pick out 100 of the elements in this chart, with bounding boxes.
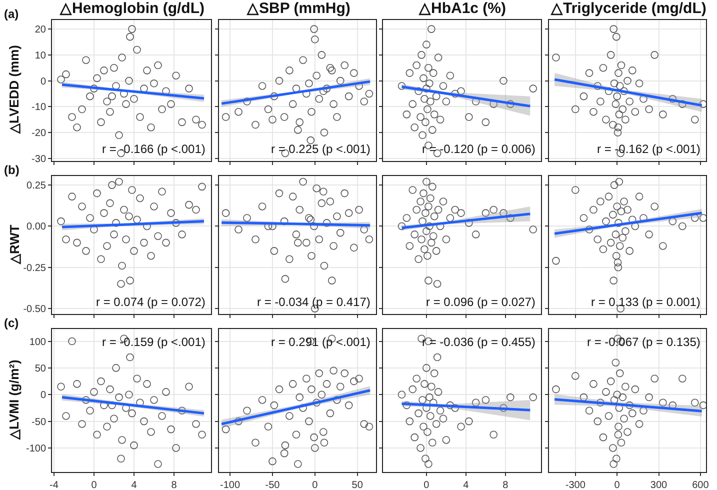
point (432, 247, 440, 255)
point (616, 242, 624, 250)
point (618, 393, 627, 402)
point (306, 216, 315, 224)
point (108, 92, 116, 100)
annotation: r = -0.120 (p = 0.006) (422, 142, 536, 156)
point (110, 64, 118, 72)
point (402, 214, 411, 222)
point (330, 242, 338, 250)
y-tick-label: -0.50 (23, 304, 46, 316)
point (280, 449, 288, 458)
point (117, 454, 125, 463)
point (311, 444, 319, 452)
point (690, 116, 699, 124)
point (420, 245, 428, 254)
point (162, 388, 170, 396)
point (57, 382, 65, 391)
point (140, 238, 148, 247)
point (140, 417, 148, 426)
point (318, 51, 326, 59)
point (315, 236, 324, 244)
point (315, 95, 324, 103)
chart-title: △SBP (mmHg) (246, 0, 350, 17)
point (167, 425, 175, 434)
point (243, 406, 251, 415)
point (618, 105, 627, 114)
point (585, 406, 594, 415)
point (312, 184, 320, 192)
point (433, 280, 442, 288)
chart-title: △Hemoglobin (g/dL) (59, 0, 204, 17)
point (330, 100, 338, 108)
point (465, 417, 473, 426)
point (615, 110, 624, 118)
point (617, 438, 626, 447)
point (610, 181, 618, 189)
point (506, 393, 514, 402)
point (628, 409, 636, 418)
x-tick-label: 50 (352, 480, 364, 490)
point (312, 72, 320, 80)
point (198, 120, 206, 129)
point (424, 460, 432, 468)
point (82, 56, 90, 64)
point (552, 385, 560, 394)
point (529, 84, 537, 92)
point (398, 390, 406, 399)
point (360, 420, 368, 428)
point (699, 214, 706, 222)
point (326, 409, 334, 418)
point (350, 69, 358, 77)
point (57, 217, 65, 226)
annotation: r = -0.162 (p <.001) (597, 142, 700, 156)
point (296, 118, 304, 126)
point (302, 238, 310, 247)
point (322, 380, 331, 388)
y-tick-label: 100 (29, 336, 46, 348)
point (234, 226, 242, 234)
point (310, 222, 318, 230)
point (350, 244, 358, 252)
point (418, 236, 426, 244)
y-tick-label: 0 (40, 76, 46, 88)
point (333, 396, 341, 404)
point (594, 82, 602, 90)
point (62, 236, 70, 244)
point (286, 412, 294, 420)
x-tick-label: 300 (650, 480, 668, 490)
point (609, 444, 617, 452)
y-tick-label: 0.25 (26, 180, 46, 192)
point (610, 79, 618, 88)
point (610, 25, 618, 33)
point (78, 105, 86, 114)
point (294, 238, 302, 247)
point (402, 401, 411, 410)
point (158, 412, 166, 420)
point (97, 255, 105, 264)
point (614, 219, 622, 227)
point (624, 428, 632, 436)
point (162, 238, 170, 247)
point (100, 209, 108, 217)
point (420, 380, 428, 388)
point (580, 214, 588, 222)
point (422, 364, 430, 372)
point (596, 398, 604, 407)
point (618, 234, 627, 242)
point (112, 219, 120, 227)
x-tick-label: 8 (502, 480, 509, 490)
point (572, 372, 580, 380)
point (320, 262, 328, 270)
point (626, 401, 634, 410)
chart-title: △HbA1c (%) (418, 0, 506, 17)
annotation: r = 0.225 (p <.001) (271, 142, 370, 156)
point (292, 430, 300, 439)
point (645, 393, 653, 402)
point (628, 66, 636, 74)
point (465, 113, 473, 121)
annotation: r = 0.074 (p = 0.072) (96, 295, 206, 309)
point (398, 82, 406, 90)
point (614, 258, 622, 266)
point (133, 374, 141, 383)
point (424, 252, 432, 260)
point (626, 247, 634, 255)
